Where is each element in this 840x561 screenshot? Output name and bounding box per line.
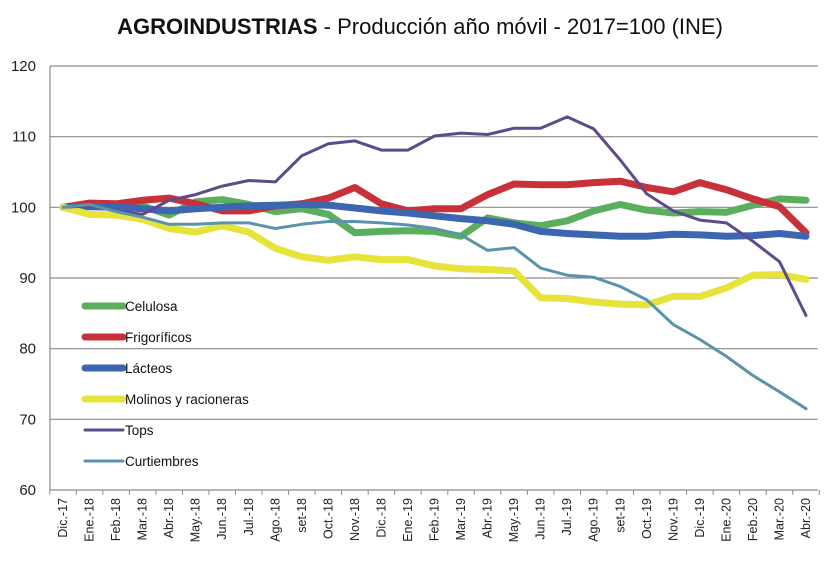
y-tick-label: 90 <box>19 270 36 287</box>
x-tick-label: Ago.-18 <box>268 498 282 542</box>
x-tick-label: Ago.-19 <box>587 498 601 542</box>
x-tick-label: Mar.-20 <box>772 498 786 540</box>
legend-label: Frigoríficos <box>125 330 192 345</box>
x-tick-label: Dic.-17 <box>56 498 70 538</box>
chart-subtitle: - Producción año móvil - 2017=100 (INE) <box>323 14 723 39</box>
legend-item-tops: Tops <box>83 423 154 438</box>
x-tick-label: Jun.-19 <box>534 498 548 540</box>
legend-label: Molinos y racioneras <box>125 392 249 407</box>
legend-label: Tops <box>125 423 154 438</box>
x-tick-label: Nov.-19 <box>666 498 680 541</box>
x-tick-label: Jun.-18 <box>215 498 229 540</box>
series-line-frigorificos <box>59 177 810 237</box>
x-tick-label: Ene.-19 <box>401 498 415 542</box>
series-line-tops <box>61 115 808 317</box>
x-tick-label: Dic.-18 <box>374 498 388 538</box>
series-line-lacteos <box>59 201 810 240</box>
legend-item-curtiembres: Curtiembres <box>83 454 199 469</box>
legend-item-frigorificos: Frigoríficos <box>81 330 192 345</box>
x-tick-label: Feb.-19 <box>428 498 442 541</box>
y-tick-label: 80 <box>19 341 36 358</box>
series-line-curtiembres <box>61 203 808 411</box>
y-tick-label: 70 <box>19 411 36 428</box>
legend-item-molinos-y-racioneras: Molinos y racioneras <box>81 392 249 407</box>
legend-item-celulosa: Celulosa <box>81 299 178 314</box>
x-tick-label: Abr.-20 <box>799 498 813 538</box>
x-tick-label: set-18 <box>295 498 309 533</box>
x-tick-label: Ene.-18 <box>83 498 97 542</box>
x-tick-label: Ene.-20 <box>719 498 733 542</box>
x-tick-label: Abr.-18 <box>162 498 176 538</box>
x-tick-label: set-19 <box>613 498 627 533</box>
x-tick-label: Feb.-20 <box>746 498 760 541</box>
y-axis-ticks: 60 70 80 90 100 110 120 <box>11 58 36 499</box>
chart-title: AGROINDUSTRIAS - Producción año móvil - … <box>0 14 840 40</box>
legend-label: Celulosa <box>125 299 178 314</box>
chart-title-main: AGROINDUSTRIAS <box>117 14 318 39</box>
series-line-molinos-y-racioneras <box>59 203 810 309</box>
x-tick-label: Mar.-19 <box>454 498 468 540</box>
legend: Celulosa Frigoríficos Lácteos Molinos y rac… <box>81 299 249 469</box>
x-tick-label: Feb.-18 <box>109 498 123 541</box>
x-tick-label: Dic.-19 <box>693 498 707 538</box>
x-tick-label: May.-19 <box>507 498 521 542</box>
legend-item-lacteos: Lácteos <box>81 361 173 376</box>
legend-label: Curtiembres <box>125 454 199 469</box>
legend-label: Lácteos <box>125 361 173 376</box>
y-tick-label: 100 <box>11 199 36 216</box>
gridlines <box>50 65 818 420</box>
x-tick-label: Mar.-18 <box>136 498 150 540</box>
x-tick-label: Abr.-19 <box>481 498 495 538</box>
y-tick-label: 60 <box>19 482 36 499</box>
axes <box>49 66 820 495</box>
y-tick-label: 110 <box>12 129 36 146</box>
x-tick-label: May.-18 <box>189 498 203 542</box>
series-lines <box>59 115 810 411</box>
x-tick-label: Jul.-19 <box>560 498 574 536</box>
y-tick-label: 120 <box>11 58 36 75</box>
x-axis-ticks: Dic.-17 Ene.-18 Feb.-18 Mar.-18 Abr.-18 May.-… <box>56 498 813 542</box>
x-tick-label: Oct.-19 <box>640 498 654 539</box>
x-tick-label: Nov.-18 <box>348 498 362 541</box>
x-tick-label: Oct.-18 <box>321 498 335 539</box>
x-tick-label: Jul.-18 <box>242 498 256 536</box>
